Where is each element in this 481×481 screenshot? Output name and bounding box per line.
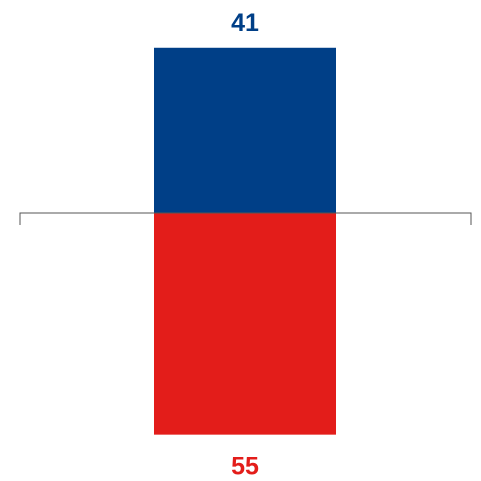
value-label-positive: 41 — [231, 9, 259, 37]
value-label-negative: 55 — [231, 453, 259, 481]
bar-negative — [154, 213, 336, 435]
bar-positive — [154, 48, 336, 213]
